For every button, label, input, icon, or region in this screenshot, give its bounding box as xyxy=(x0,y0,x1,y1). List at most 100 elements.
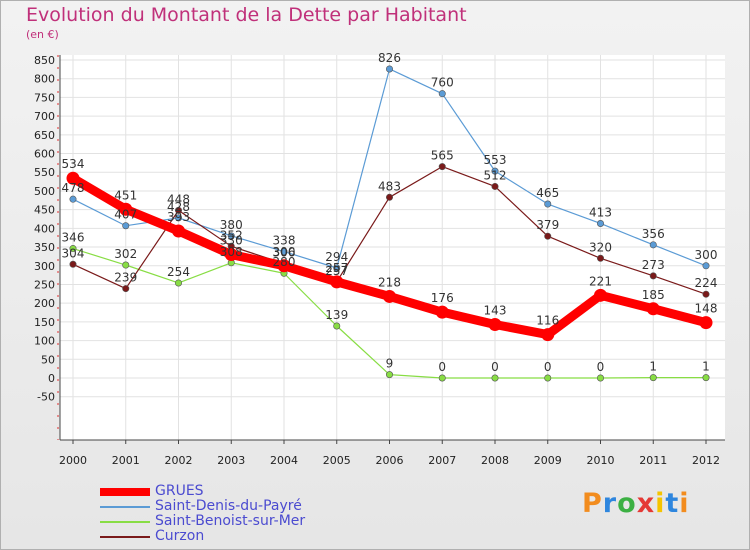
x-tick-labels: 2000 2001 2002 2003 2004 2005 2006 2007 2008 2009… xyxy=(59,454,720,467)
legend-label-saint-denis: Saint-Denis-du-Payré xyxy=(155,498,302,514)
y-tick-label: 650 xyxy=(34,129,55,142)
data-point-grues xyxy=(541,328,555,342)
data-label-saint-benoist-sur-mer: 1 xyxy=(702,360,710,374)
legend-swatch-grues xyxy=(100,488,150,496)
data-label-saint-benoist-sur-mer: 254 xyxy=(167,265,190,279)
x-tick-label: 2005 xyxy=(323,454,351,467)
data-label-grues: 221 xyxy=(589,274,612,288)
data-label-grues: 534 xyxy=(62,157,85,171)
chart-title: Evolution du Montant de la Dette par Hab… xyxy=(26,4,467,26)
data-label-curzon: 352 xyxy=(220,228,243,242)
data-point-saint-benoist-sur-mer xyxy=(596,374,604,382)
data-point-saint-benoist-sur-mer xyxy=(491,374,499,382)
y-tick-label: 150 xyxy=(34,316,55,329)
legend-item-saint-denis: Saint-Denis-du-Payré xyxy=(100,499,360,514)
data-label-curzon: 512 xyxy=(484,168,507,182)
x-tick-label: 2011 xyxy=(639,454,667,467)
data-label-curzon: 239 xyxy=(114,271,137,285)
data-point-curzon xyxy=(122,285,130,293)
y-tick-label: 750 xyxy=(34,91,55,104)
legend: GRUES Saint-Denis-du-Payré Saint-Benoist… xyxy=(100,484,360,544)
data-point-saint-benoist-sur-mer xyxy=(385,371,393,379)
y-tick-label: 550 xyxy=(34,166,55,179)
y-tick-label: 500 xyxy=(34,185,55,198)
data-label-curzon: 448 xyxy=(167,192,190,206)
y-tick-label: 100 xyxy=(34,335,55,348)
data-label-curzon: 224 xyxy=(695,276,718,290)
legend-swatch-saint-benoist xyxy=(100,521,150,523)
data-label-curzon: 379 xyxy=(536,218,559,232)
x-tick-label: 2001 xyxy=(112,454,140,467)
y-tick-label: 0 xyxy=(48,372,55,385)
logo-letter: P xyxy=(582,488,603,519)
data-label-saint-benoist-sur-mer: 302 xyxy=(114,247,137,261)
data-point-grues xyxy=(172,224,185,238)
data-point-saint-benoist-sur-mer xyxy=(649,374,657,382)
x-tick-label: 2010 xyxy=(587,454,615,467)
legend-swatch-curzon xyxy=(100,536,150,538)
data-label-saint-benoist-sur-mer: 1 xyxy=(649,360,657,374)
data-point-curzon xyxy=(69,260,77,268)
data-label-grues: 185 xyxy=(642,288,665,302)
y-tick-labels: -50 0 50 100 150 200 250 300 350 400 450 500 550 600 6… xyxy=(34,54,55,404)
axes xyxy=(57,55,725,444)
y-tick-label: -50 xyxy=(37,391,55,404)
data-label-saint-benoist-sur-mer: 9 xyxy=(386,357,394,371)
y-tick-label: 850 xyxy=(34,54,55,67)
data-label-saint-denis-du-payre: 294 xyxy=(325,250,348,264)
data-point-saint-benoist-sur-mer xyxy=(702,374,710,382)
legend-label-grues: GRUES xyxy=(155,483,204,499)
y-tick-label: 450 xyxy=(34,204,55,217)
data-label-saint-denis-du-payre: 465 xyxy=(536,186,559,200)
logo-letter: i xyxy=(655,488,666,519)
x-tick-label: 2012 xyxy=(692,454,720,467)
logo-letter: i xyxy=(679,488,690,519)
y-tick-label: 400 xyxy=(34,222,55,235)
data-point-curzon xyxy=(544,232,552,240)
data-label-grues: 148 xyxy=(695,302,718,316)
data-point-grues xyxy=(435,305,449,319)
x-tick-label: 2007 xyxy=(428,454,456,467)
proxiti-logo: Proxiti xyxy=(582,488,690,519)
data-point-saint-denis-du-payre xyxy=(596,219,604,227)
x-tick-label: 2009 xyxy=(534,454,562,467)
data-point-grues xyxy=(646,302,660,316)
data-point-saint-benoist-sur-mer xyxy=(544,374,552,382)
y-tick-label: 300 xyxy=(34,260,55,273)
data-label-saint-benoist-sur-mer: 346 xyxy=(62,231,85,245)
data-point-saint-denis-du-payre xyxy=(122,222,130,230)
data-label-curzon: 257 xyxy=(325,264,348,278)
data-point-saint-denis-du-payre xyxy=(649,241,657,249)
x-tick-label: 2006 xyxy=(376,454,404,467)
data-point-grues xyxy=(277,259,291,273)
data-label-saint-denis-du-payre: 407 xyxy=(114,208,137,222)
data-point-curzon xyxy=(438,163,446,171)
data-label-saint-benoist-sur-mer: 0 xyxy=(491,360,499,374)
data-label-saint-benoist-sur-mer: 139 xyxy=(325,308,348,322)
data-point-curzon xyxy=(649,272,657,280)
data-point-saint-denis-du-payre xyxy=(491,167,499,175)
data-series xyxy=(66,65,713,382)
data-point-grues xyxy=(594,288,607,302)
data-label-saint-denis-du-payre: 338 xyxy=(273,234,296,248)
unit-label: (en €) xyxy=(26,28,59,41)
data-point-saint-denis-du-payre xyxy=(227,232,235,240)
legend-item-saint-benoist: Saint-Benoist-sur-Mer xyxy=(100,514,360,529)
legend-label-curzon: Curzon xyxy=(155,528,205,544)
data-label-grues: 257 xyxy=(325,261,348,275)
data-point-grues xyxy=(66,171,80,185)
legend-item-grues: GRUES xyxy=(100,484,360,499)
data-point-grues xyxy=(119,202,133,216)
data-label-saint-denis-du-payre: 826 xyxy=(378,51,401,65)
y-tick-label: 700 xyxy=(34,110,55,123)
data-label-saint-benoist-sur-mer: 280 xyxy=(273,255,296,269)
data-point-saint-denis-du-payre xyxy=(544,200,552,208)
data-point-grues xyxy=(330,275,344,289)
data-point-saint-benoist-sur-mer xyxy=(333,322,341,330)
logo-letter: r xyxy=(602,488,618,519)
data-point-grues xyxy=(699,316,713,330)
data-label-curzon: 483 xyxy=(378,179,401,193)
data-label-saint-benoist-sur-mer: 308 xyxy=(220,245,243,259)
legend-item-curzon: Curzon xyxy=(100,529,360,544)
